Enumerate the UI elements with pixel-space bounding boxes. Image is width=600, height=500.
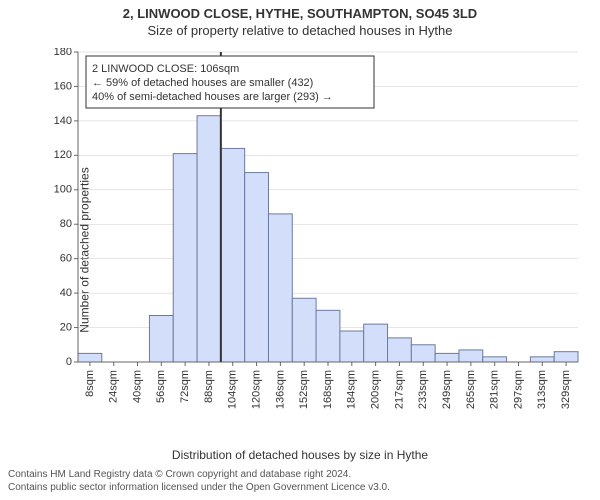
histogram-bar — [149, 316, 173, 363]
svg-text:40sqm: 40sqm — [131, 370, 143, 403]
svg-text:72sqm: 72sqm — [179, 370, 191, 403]
svg-text:265sqm: 265sqm — [465, 370, 477, 409]
histogram-bar — [292, 298, 316, 362]
footer-attribution: Contains HM Land Registry data © Crown c… — [0, 464, 600, 498]
histogram-bar — [530, 357, 554, 362]
svg-text:120: 120 — [54, 149, 72, 161]
histogram-bar — [78, 353, 102, 362]
svg-text:160: 160 — [54, 80, 72, 92]
svg-text:281sqm: 281sqm — [489, 370, 501, 409]
svg-text:104sqm: 104sqm — [227, 370, 239, 409]
histogram-bar — [411, 345, 435, 362]
histogram-bar — [173, 154, 197, 362]
svg-text:100: 100 — [54, 184, 72, 196]
svg-text:8sqm: 8sqm — [84, 370, 96, 397]
x-axis-label: Distribution of detached houses by size … — [0, 448, 600, 462]
svg-text:184sqm: 184sqm — [346, 370, 358, 409]
svg-text:140: 140 — [54, 115, 72, 127]
histogram-bar — [483, 357, 507, 362]
annotation-line: 2 LINWOOD CLOSE: 106sqm — [92, 63, 239, 75]
histogram-bar — [364, 324, 388, 362]
histogram-plot: 0 20 40 60 80 100 120 140 160 180 8sqm 24sqm 40sqm 56… — [48, 48, 582, 422]
histogram-bar — [221, 148, 245, 362]
histogram-bar — [197, 116, 221, 362]
svg-text:329sqm: 329sqm — [560, 370, 572, 409]
svg-text:56sqm: 56sqm — [155, 370, 167, 403]
svg-text:297sqm: 297sqm — [512, 370, 524, 409]
svg-text:152sqm: 152sqm — [298, 370, 310, 409]
annotation-line: 40% of semi-detached houses are larger (… — [92, 91, 333, 103]
svg-text:120sqm: 120sqm — [250, 370, 262, 409]
histogram-bar — [316, 310, 340, 362]
svg-text:60: 60 — [60, 253, 72, 265]
svg-text:20: 20 — [60, 321, 72, 333]
svg-text:24sqm: 24sqm — [108, 370, 120, 403]
footer-line-1: Contains HM Land Registry data © Crown c… — [8, 468, 592, 481]
histogram-bar — [554, 352, 578, 362]
svg-text:168sqm: 168sqm — [322, 370, 334, 409]
svg-text:88sqm: 88sqm — [203, 370, 215, 403]
svg-text:233sqm: 233sqm — [417, 370, 429, 409]
histogram-bar — [459, 350, 483, 362]
svg-text:136sqm: 136sqm — [274, 370, 286, 409]
page-title: 2, LINWOOD CLOSE, HYTHE, SOUTHAMPTON, SO… — [0, 0, 600, 21]
svg-text:249sqm: 249sqm — [441, 370, 453, 409]
svg-text:0: 0 — [66, 356, 72, 368]
chart-area: 0 20 40 60 80 100 120 140 160 180 8sqm 24sqm 40sqm 56… — [48, 48, 580, 428]
svg-text:200sqm: 200sqm — [370, 370, 382, 409]
svg-text:80: 80 — [60, 218, 72, 230]
footer-line-2: Contains public sector information licen… — [8, 481, 592, 494]
svg-text:180: 180 — [54, 48, 72, 58]
chart-container: 2, LINWOOD CLOSE, HYTHE, SOUTHAMPTON, SO… — [0, 0, 600, 500]
histogram-bar — [268, 214, 292, 362]
svg-text:313sqm: 313sqm — [536, 370, 548, 409]
histogram-bar — [245, 173, 269, 362]
histogram-bar — [435, 353, 459, 362]
page-subtitle: Size of property relative to detached ho… — [0, 21, 600, 42]
histogram-bar — [388, 338, 412, 362]
svg-text:217sqm: 217sqm — [393, 370, 405, 409]
svg-text:40: 40 — [60, 287, 72, 299]
annotation-line: ← 59% of detached houses are smaller (43… — [92, 77, 313, 89]
histogram-bar — [340, 331, 364, 362]
